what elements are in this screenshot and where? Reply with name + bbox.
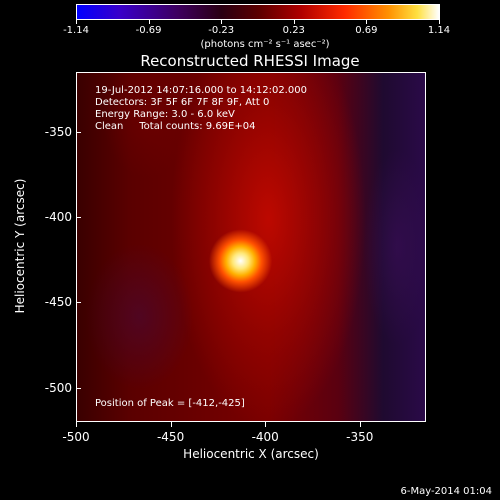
- info-line-energy: Energy Range: 3.0 - 6.0 keV: [95, 109, 235, 120]
- y-tick-label: -350: [44, 124, 72, 139]
- x-tick: [359, 422, 361, 427]
- x-axis-title: Heliocentric X (arcsec): [183, 447, 319, 461]
- y-axis-title: Heliocentric Y (arcsec): [13, 178, 27, 314]
- info-line-counts: Clean Total counts: 9.69E+04: [95, 121, 256, 132]
- x-tick: [76, 422, 77, 427]
- colorbar-tick: [293, 20, 295, 24]
- info-line-detectors: Detectors: 3F 5F 6F 7F 8F 9F, Att 0: [95, 97, 270, 108]
- colorbar-unit: (photons cm⁻² s⁻¹ asec⁻²): [200, 39, 330, 50]
- colorbar-tick: [221, 20, 223, 24]
- y-tick: [76, 217, 81, 219]
- y-tick: [76, 131, 81, 133]
- image-title: Reconstructed RHESSI Image: [140, 52, 360, 70]
- colorbar-tick-label: -0.23: [208, 25, 235, 36]
- colorbar-tick-label: 0.23: [282, 25, 305, 36]
- colorbar-tick: [439, 20, 440, 24]
- x-tick-label: -400: [251, 430, 279, 444]
- y-tick: [76, 302, 81, 304]
- peak-position: Position of Peak = [-412,-425]: [95, 398, 245, 409]
- y-tick-label: -500: [44, 380, 72, 395]
- y-tick-label: -450: [44, 295, 72, 310]
- colorbar-tick-label: -0.69: [135, 25, 162, 36]
- x-tick-label: -450: [156, 430, 185, 444]
- timestamp: 6-May-2014 01:04: [400, 486, 492, 497]
- y-tick-label: -400: [44, 210, 72, 225]
- colorbar-tick-label: 0.69: [355, 25, 378, 36]
- y-tick: [76, 387, 81, 389]
- colorbar-tick: [366, 20, 368, 24]
- info-line-time: 19-Jul-2012 14:07:16.000 to 14:12:02.000: [95, 85, 307, 96]
- colorbar-tick-label: 1.14: [427, 25, 451, 36]
- colorbar-tick: [76, 20, 77, 24]
- colorbar: [76, 4, 440, 20]
- colorbar-tick-label: -1.14: [63, 25, 89, 36]
- x-tick-label: -350: [346, 430, 374, 444]
- x-tick-label: -500: [62, 430, 90, 444]
- colorbar-tick: [148, 20, 150, 24]
- x-tick: [170, 422, 172, 427]
- x-tick: [265, 422, 267, 427]
- rhessi-image: 19-Jul-2012 14:07:16.000 to 14:12:02.000…: [76, 72, 426, 422]
